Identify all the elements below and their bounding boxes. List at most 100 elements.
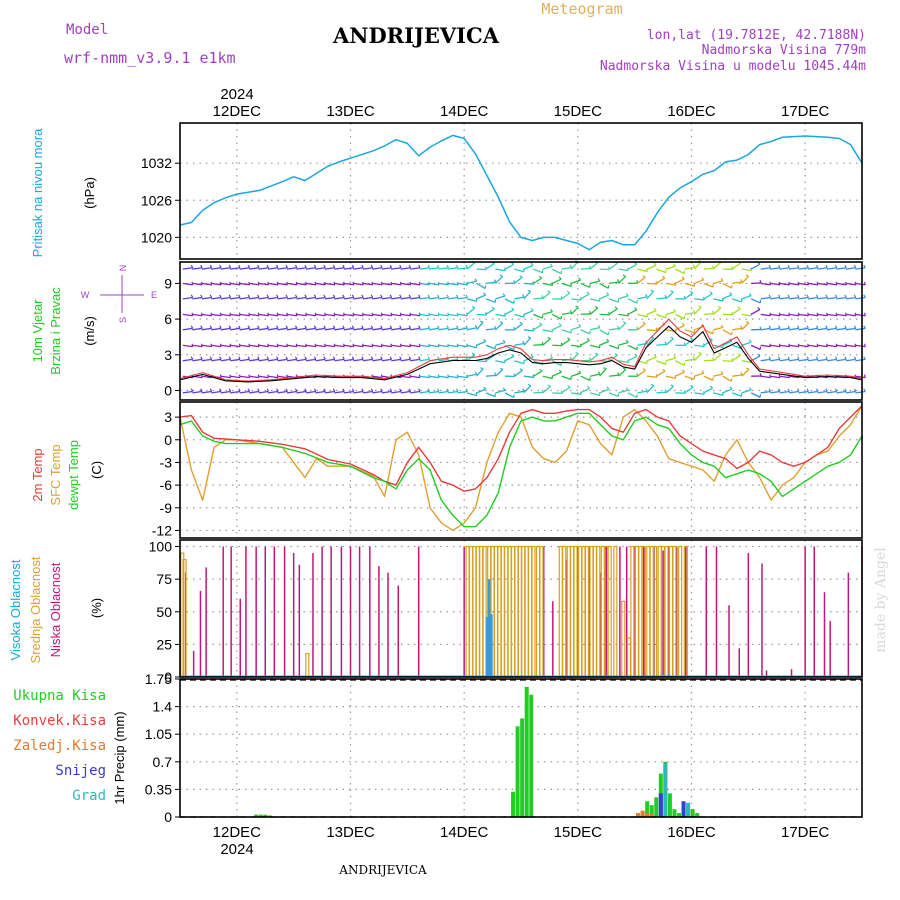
wind-barb-flag — [674, 282, 677, 286]
wind-barb — [230, 282, 241, 286]
cloud-panel: 0 25 50 75 100 — [149, 539, 863, 685]
wind-barb — [211, 267, 222, 270]
wind-barb — [315, 267, 326, 270]
wind-barb — [807, 327, 819, 331]
wind-barb — [438, 390, 449, 394]
wind-barb-flag — [483, 338, 487, 342]
wind-barb — [353, 344, 364, 348]
wind-barb-flag — [575, 305, 579, 308]
precip-bar-total — [690, 809, 695, 817]
wind-barb-flag — [257, 294, 260, 298]
wind-barb-flag — [863, 356, 866, 360]
wind-barb-flag — [806, 294, 809, 298]
product-title: Meteogram — [541, 0, 622, 18]
legend-total-rain: Ukupna Kisa — [13, 688, 106, 704]
wind-barb-flag — [522, 294, 525, 298]
wind-barb-flag — [266, 356, 270, 360]
wind-barb — [807, 313, 819, 317]
wind-barb-flag — [578, 370, 582, 374]
wind-barb — [779, 313, 790, 317]
wind-barb — [334, 313, 345, 317]
wind-barb — [722, 282, 732, 289]
wind-barb — [770, 267, 781, 270]
temp-unit: (C) — [89, 461, 104, 479]
wind-barb — [712, 307, 722, 315]
wind-barb — [523, 385, 532, 394]
wind-barb — [485, 328, 496, 331]
y-tick-label: -9 — [160, 500, 173, 516]
wind-barb — [457, 327, 468, 331]
wind-barb — [324, 358, 335, 362]
wind-barb-flag — [701, 277, 705, 281]
wind-barb-flag — [720, 278, 724, 282]
wind-barb — [637, 313, 648, 318]
wind-barb — [362, 282, 373, 286]
wind-barb-flag — [247, 294, 251, 298]
wind-barb — [305, 313, 316, 317]
wind-barb-flag — [603, 367, 607, 370]
wind-barb-flag — [502, 293, 506, 297]
wind-barb — [466, 298, 477, 302]
wind-barb-flag — [662, 275, 666, 279]
wind-barb-flag — [491, 306, 495, 310]
wind-barb — [230, 358, 241, 362]
wind-barb — [353, 358, 364, 362]
wind-barb-flag — [455, 264, 459, 269]
wind-barb — [836, 358, 847, 362]
wind-barb-flag — [519, 368, 523, 371]
panel-frame — [179, 539, 863, 678]
y-tick-label: 1.4 — [153, 699, 173, 715]
wind-barb-flag — [323, 356, 326, 360]
wind-barb-flag — [759, 373, 762, 377]
wind-barb — [514, 390, 525, 394]
y-tick-label: 0 — [164, 809, 172, 825]
wind-barb-flag — [313, 388, 317, 392]
wind-barb-flag — [698, 305, 702, 308]
station-title: ANDRIJEVICA — [332, 23, 500, 48]
wind-barb — [286, 267, 298, 270]
wind-barb — [334, 344, 345, 348]
wind-barb — [268, 282, 279, 286]
wind-barb — [770, 375, 781, 379]
wind-barb-flag — [863, 325, 866, 329]
wind-barb — [571, 392, 582, 396]
wind-barb — [410, 358, 421, 362]
wind-barb — [826, 358, 837, 362]
wind-barb-flag — [806, 388, 809, 392]
wind-barb — [779, 327, 790, 331]
wind-barb-flag — [729, 386, 733, 390]
wind-barb — [419, 282, 430, 286]
wind-barb — [703, 293, 713, 300]
wind-barb — [589, 262, 599, 270]
wind-barb-flag — [465, 325, 468, 329]
wind-barb — [220, 313, 231, 317]
wind-barb — [362, 358, 373, 362]
wind-barb-flag — [768, 388, 772, 392]
wind-barb — [211, 390, 222, 394]
wind-barb — [419, 390, 430, 394]
wind-barb — [561, 339, 571, 346]
wind-barb — [817, 267, 828, 270]
wind-barb-flag — [219, 264, 222, 269]
wind-barb — [684, 292, 694, 300]
wind-barb — [627, 344, 638, 351]
wind-barb-flag — [757, 307, 761, 310]
wind-barb — [570, 325, 581, 331]
wind-barb — [609, 281, 620, 285]
wind-barb — [627, 263, 638, 270]
wind-barb-flag — [408, 264, 412, 269]
wind-barb — [182, 296, 193, 300]
wind-barb — [410, 375, 421, 379]
compass-east-label: E — [151, 290, 157, 300]
wind-barb — [343, 390, 354, 394]
wind-barb — [599, 340, 610, 346]
wind-barb-flag — [844, 264, 847, 269]
wind-barb-flag — [483, 292, 487, 296]
wind-barb — [788, 390, 800, 394]
model-elevation-text: Nadmorska Visina u modelu 1045.44m — [600, 59, 866, 74]
wind-barb — [542, 291, 551, 300]
wind-barb-flag — [863, 294, 866, 298]
wind-barb — [731, 308, 741, 315]
wind-barb-flag — [625, 339, 629, 343]
wind-barb — [495, 360, 506, 364]
